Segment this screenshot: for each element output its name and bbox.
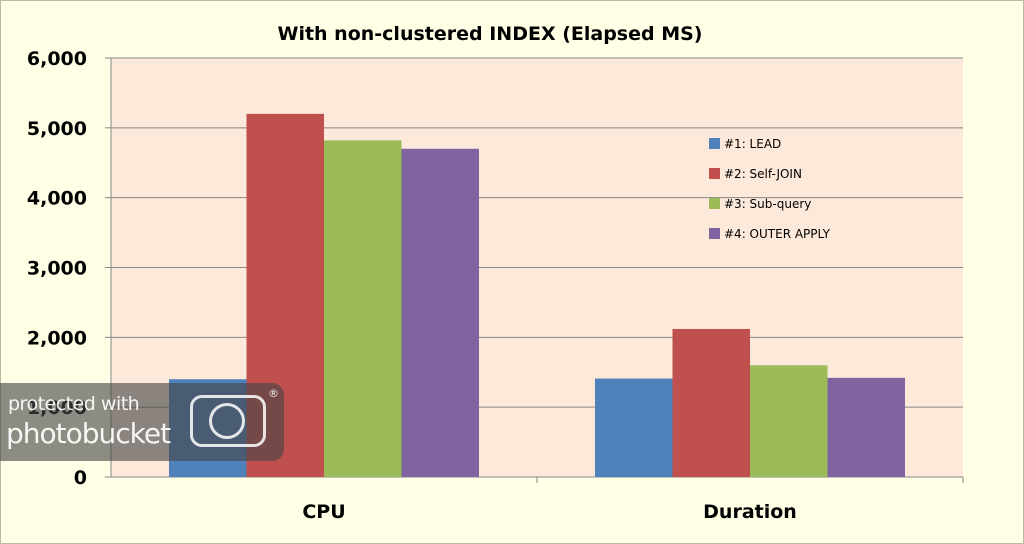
camera-icon <box>190 395 266 447</box>
x-tick-label: Duration <box>703 501 797 523</box>
bar <box>401 148 479 478</box>
registered-mark: ® <box>268 387 279 400</box>
legend-label: #4: OUTER APPLY <box>724 227 831 241</box>
x-tick-labels: CPU Duration <box>302 501 796 523</box>
bar <box>750 365 828 477</box>
chart-title: With non-clustered INDEX (Elapsed MS) <box>277 23 702 45</box>
y-tick-label: 0 <box>74 467 87 489</box>
y-tick-label: 5,000 <box>27 118 87 140</box>
photobucket-watermark: protected with photobucket ® <box>0 383 284 461</box>
legend-swatch <box>709 198 720 209</box>
x-tick-label: CPU <box>302 501 345 523</box>
bar <box>827 377 905 477</box>
legend-swatch <box>709 228 720 239</box>
bar <box>672 328 750 477</box>
bar <box>324 140 402 478</box>
legend-swatch <box>709 138 720 149</box>
legend: #1: LEAD #2: Self-JOIN #3: Sub-query #4: OU… <box>709 137 831 241</box>
legend-label: #1: LEAD <box>724 137 781 151</box>
y-tick-label: 2,000 <box>27 327 87 349</box>
legend-label: #3: Sub-query <box>724 197 811 211</box>
legend-swatch <box>709 168 720 179</box>
camera-lens <box>209 403 245 439</box>
watermark-line2: photobucket <box>6 417 171 450</box>
y-tick-label: 6,000 <box>27 48 87 70</box>
bar <box>595 378 673 477</box>
y-tick-label: 4,000 <box>27 188 87 210</box>
watermark-line1: protected with <box>8 393 140 415</box>
y-tick-label: 3,000 <box>27 258 87 280</box>
legend-label: #2: Self-JOIN <box>724 167 802 181</box>
